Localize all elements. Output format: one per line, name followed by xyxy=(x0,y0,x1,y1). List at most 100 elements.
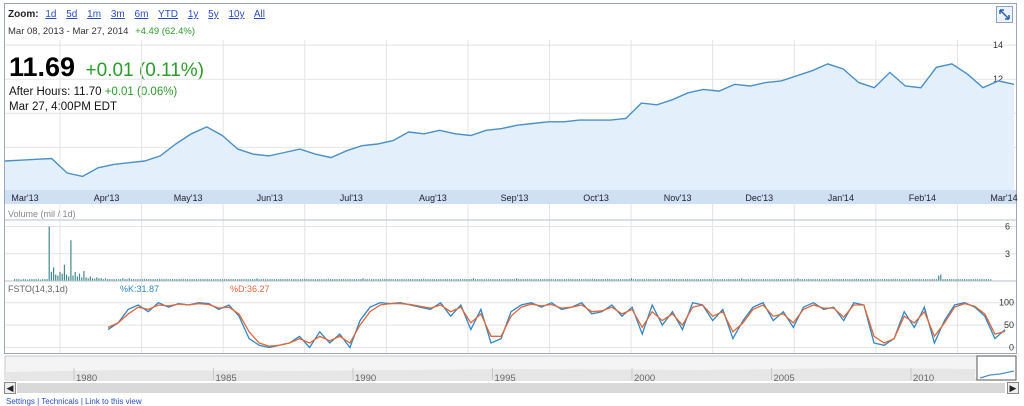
volume-bar xyxy=(860,279,862,281)
volume-bar xyxy=(849,279,851,281)
volume-bar xyxy=(169,279,171,281)
volume-bar xyxy=(777,279,780,281)
volume-bar xyxy=(260,279,262,281)
volume-bar xyxy=(496,279,498,281)
volume-bar xyxy=(920,279,922,281)
volume-bar xyxy=(111,279,113,281)
volume-bar xyxy=(366,279,368,281)
volume-bar xyxy=(511,279,513,281)
volume-bar xyxy=(938,275,940,281)
volume-bar xyxy=(358,279,360,281)
navigator-year-label: 2010 xyxy=(913,373,934,384)
volume-bar xyxy=(368,279,371,281)
volume-bar xyxy=(100,278,102,281)
zoom-5y[interactable]: 5y xyxy=(208,9,219,20)
volume-bar xyxy=(713,279,715,281)
volume-bar xyxy=(219,279,221,281)
volume-bar xyxy=(146,279,148,281)
expand-chart-button[interactable] xyxy=(996,6,1013,23)
volume-bar xyxy=(293,279,295,281)
volume-bar xyxy=(167,279,169,281)
volume-bar xyxy=(784,279,786,281)
volume-bar xyxy=(922,279,925,281)
volume-bar xyxy=(732,279,734,281)
volume-bar xyxy=(661,279,663,281)
volume-bar xyxy=(431,279,433,281)
volume-bar xyxy=(803,279,806,281)
volume-bar xyxy=(180,279,182,281)
zoom-10y[interactable]: 10y xyxy=(228,9,245,20)
volume-bar xyxy=(107,279,109,281)
volume-bar xyxy=(78,273,81,281)
zoom-1y[interactable]: 1y xyxy=(187,9,199,20)
volume-bar xyxy=(226,279,228,281)
volume-bar xyxy=(252,279,254,281)
volume-bar xyxy=(323,279,325,281)
volume-bar xyxy=(983,279,985,281)
volume-bar xyxy=(392,279,394,281)
volume-bar xyxy=(483,279,485,281)
volume-bar xyxy=(678,279,680,281)
volume-bar xyxy=(420,279,422,281)
volume-bar xyxy=(834,279,836,281)
volume-bar xyxy=(481,279,483,281)
volume-bar xyxy=(957,279,959,281)
volume-bar xyxy=(617,279,619,281)
volume-bar xyxy=(124,279,126,281)
volume-bar xyxy=(548,279,550,281)
volume-bar xyxy=(851,279,853,281)
scroll-right-button[interactable]: ▶ xyxy=(1007,382,1019,394)
volume-bar xyxy=(321,279,323,281)
volume-bar xyxy=(797,278,799,281)
volume-bar xyxy=(55,274,57,281)
volume-bar xyxy=(563,279,565,281)
volume-bar xyxy=(619,279,622,281)
volume-bar xyxy=(581,279,583,281)
volume-bar xyxy=(667,279,669,281)
volume-bar xyxy=(22,279,24,281)
volume-bar xyxy=(221,279,223,281)
volume-bar xyxy=(223,279,226,281)
zoom-5d[interactable]: 5d xyxy=(66,9,78,20)
volume-bar xyxy=(790,279,793,281)
volume-bar xyxy=(855,279,857,281)
volume-bar xyxy=(327,279,329,281)
volume-bar xyxy=(565,279,567,281)
volume-bar xyxy=(773,279,775,281)
zoom-3m[interactable]: 3m xyxy=(110,9,125,20)
timeline-scrollbar[interactable] xyxy=(17,383,1005,393)
zoom-all[interactable]: All xyxy=(253,9,265,20)
volume-bar xyxy=(935,279,938,281)
price-tick-label: 14 xyxy=(993,40,1003,50)
zoom-1d[interactable]: 1d xyxy=(45,9,57,20)
range-sep: - xyxy=(66,26,70,37)
volume-bar xyxy=(232,279,234,281)
volume-bar xyxy=(349,279,351,281)
volume-bar xyxy=(808,279,810,281)
price-change: +0.01 (0.11%) xyxy=(85,60,205,81)
zoom-1m[interactable]: 1m xyxy=(87,9,102,20)
zoom-ytd[interactable]: YTD xyxy=(158,9,179,20)
volume-bar xyxy=(130,279,133,281)
volume-bar xyxy=(345,279,347,281)
scroll-left-button[interactable]: ◀ xyxy=(4,382,16,394)
volume-bar xyxy=(665,279,667,281)
volume-bar xyxy=(927,279,929,281)
volume-bar xyxy=(403,279,405,281)
zoom-6m[interactable]: 6m xyxy=(134,9,149,20)
volume-bar xyxy=(594,279,596,281)
volume-bar xyxy=(362,278,364,281)
range-end: Mar 27, 2014 xyxy=(72,26,129,37)
volume-bar xyxy=(472,278,474,281)
volume-bar xyxy=(559,279,561,281)
volume-bar xyxy=(405,279,407,281)
volume-bar xyxy=(247,279,249,281)
volume-bar xyxy=(615,279,617,281)
volume-bar xyxy=(373,279,375,281)
after-hours-price: 11.70 xyxy=(73,86,102,98)
volume-bar xyxy=(524,279,526,281)
volume-bar xyxy=(743,279,745,281)
volume-bar xyxy=(202,279,204,281)
volume-bar xyxy=(845,279,847,281)
volume-bar xyxy=(128,278,130,281)
